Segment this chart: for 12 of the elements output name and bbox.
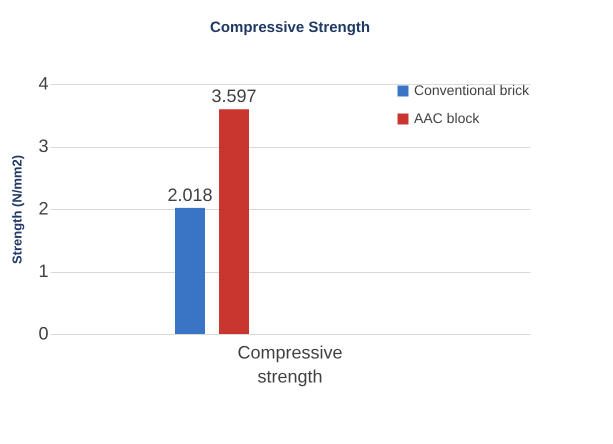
chart-title: Compressive Strength <box>210 19 370 36</box>
y-axis-title: Strength (N/mm2) <box>9 154 24 264</box>
y-tick-label: 0 <box>38 324 48 344</box>
y-tick-label: 3 <box>38 136 48 156</box>
x-tick-label: Compressive strength <box>237 342 343 386</box>
y-tick-label: 4 <box>38 74 48 94</box>
y-tick-label: 1 <box>38 261 48 281</box>
data-label: 3.597 <box>211 86 257 106</box>
y-tick-label: 2 <box>38 198 48 218</box>
legend-label: AAC block <box>414 110 480 126</box>
data-label: 2.018 <box>167 184 213 205</box>
legend-label: Conventional brick <box>414 82 530 98</box>
